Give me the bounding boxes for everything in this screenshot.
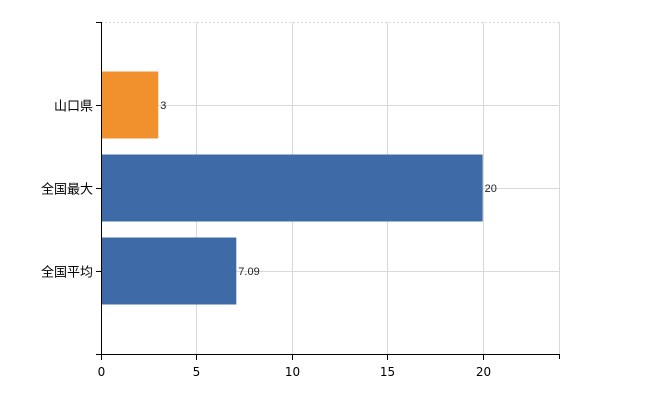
bar [101,237,237,305]
data-label: 7.09 [238,266,259,278]
y-tick-label: 山口県 [54,100,93,115]
grid-lines [101,22,560,354]
bar [101,71,159,139]
data-label: 3 [160,100,166,112]
x-tick-label: 10 [285,365,300,379]
axes [96,22,560,360]
data-label: 20 [485,183,497,195]
bars [101,71,483,305]
y-tick-label: 全国平均 [41,265,93,281]
x-tick-label: 5 [193,365,201,379]
x-tick-label: 15 [380,365,395,379]
x-tick-label: 20 [476,365,491,379]
bar [101,154,483,222]
y-tick-label: 全国最大 [41,182,93,198]
x-tick-label: 0 [98,365,106,379]
